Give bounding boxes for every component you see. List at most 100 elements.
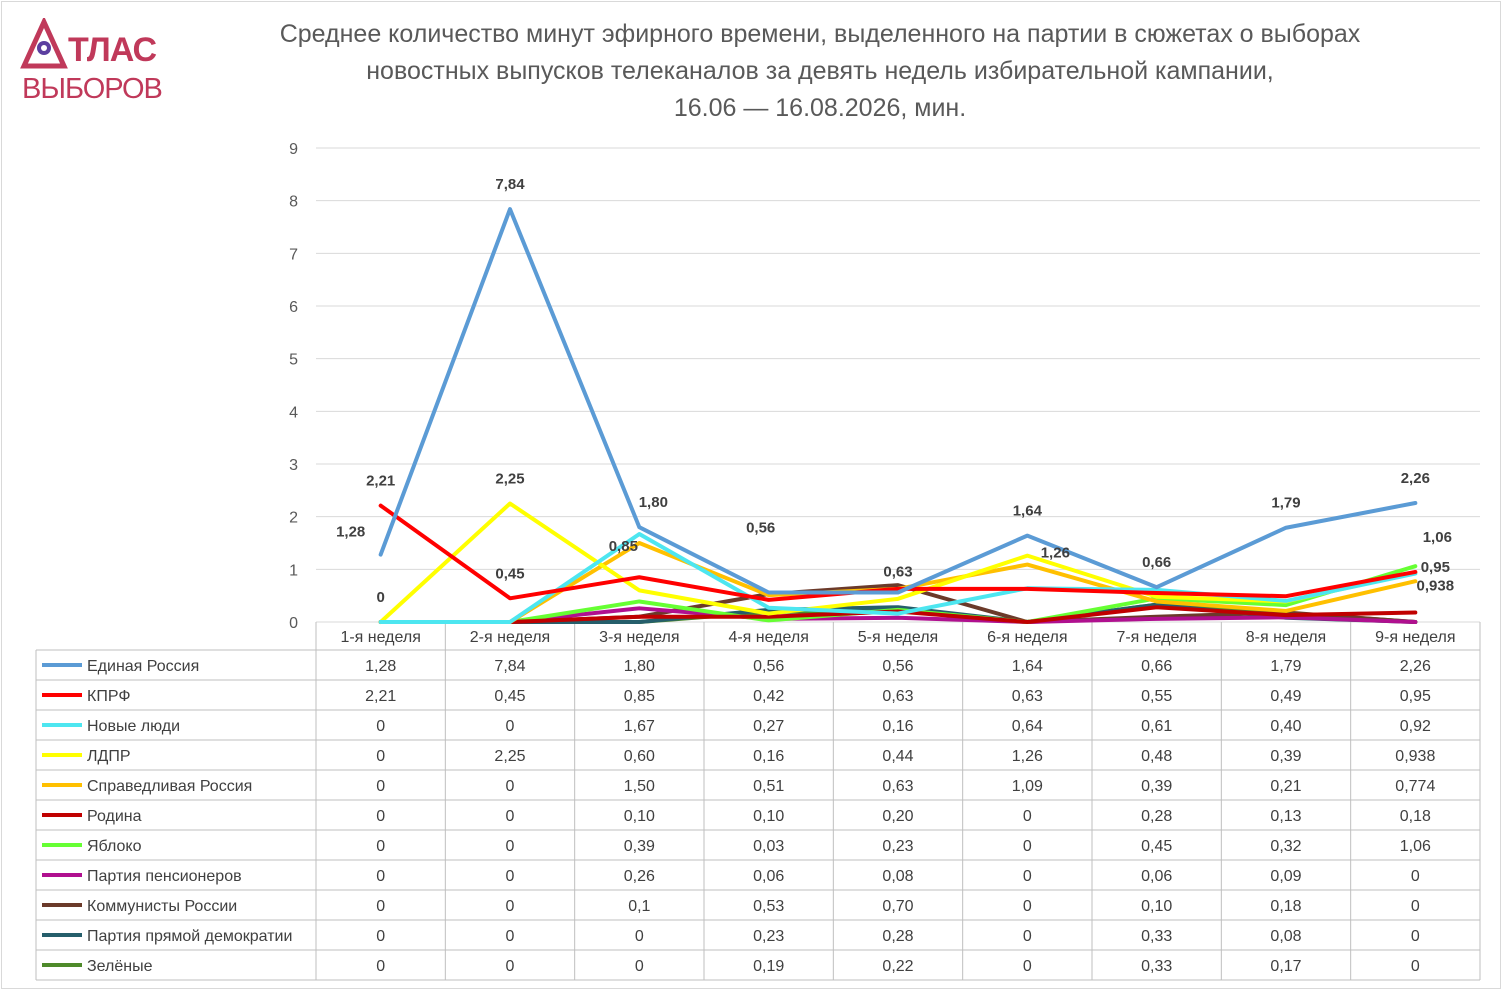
table-cell-value: 0 (376, 718, 385, 735)
table-cell-value: 0 (376, 898, 385, 915)
y-tick-label: 0 (289, 615, 298, 632)
table-cell-value: 7,84 (494, 658, 525, 675)
table-cell-value: 0,63 (1012, 688, 1043, 705)
legend-entry: Справедливая Россия (87, 778, 252, 795)
table-cell-value: 0,03 (753, 838, 784, 855)
table-cell-value: 0,63 (882, 778, 913, 795)
table-cell-value: 0,21 (1270, 778, 1301, 795)
table-cell-value: 0 (1023, 928, 1032, 945)
table-cell-value: 0,39 (1141, 778, 1172, 795)
chart-title-line-1: Среднее количество минут эфирного времен… (279, 20, 1361, 48)
x-tick-label: 2-я неделя (470, 629, 550, 646)
x-tick-label: 1-я неделя (340, 629, 420, 646)
table-cell-value: 0 (635, 928, 644, 945)
y-tick-label: 9 (289, 141, 298, 158)
legend-entry: Новые люди (87, 718, 180, 735)
table-cell-value: 0,23 (753, 928, 784, 945)
table-cell-value: 0,55 (1141, 688, 1172, 705)
x-tick-label: 3-я неделя (599, 629, 679, 646)
chart-title-line-2: новостных выпусков телеканалов за девять… (366, 57, 1274, 85)
table-cell-value: 0 (506, 808, 515, 825)
y-tick-label: 4 (289, 404, 298, 421)
series-line (378, 503, 1418, 602)
table-cell-value: 0,70 (882, 898, 913, 915)
table-cell-value: 0 (1023, 838, 1032, 855)
table-cell-value: 0,60 (624, 748, 655, 765)
legend-entry: Яблоко (87, 838, 142, 855)
data-label: 0,45 (495, 565, 524, 582)
table-cell-value: 0,33 (1141, 928, 1172, 945)
table-cell-value: 1,64 (1012, 658, 1043, 675)
x-tick-label: 6-я неделя (987, 629, 1067, 646)
table-cell-value: 0,39 (624, 838, 655, 855)
data-label: 0,938 (1417, 578, 1455, 595)
table-cell-value: 0,09 (1270, 868, 1301, 885)
table-cell-value: 0,10 (624, 808, 655, 825)
table-cell-value: 0,27 (753, 718, 784, 735)
table-cell-value: 0 (376, 808, 385, 825)
data-label: 1,26 (1041, 545, 1070, 562)
chart-title-line-3: 16.06 — 16.08.2026, мин. (673, 94, 967, 122)
table-cell-value: 0 (376, 958, 385, 975)
table-cell-value: 0 (635, 958, 644, 975)
y-tick-label: 1 (289, 562, 298, 579)
table-cell-value: 0 (376, 838, 385, 855)
data-label: 2,25 (495, 471, 524, 488)
table-cell-value: 0,18 (1400, 808, 1431, 825)
data-label: 1,80 (639, 494, 668, 511)
table-cell-value: 0,16 (753, 748, 784, 765)
table-cell-value: 0 (506, 958, 515, 975)
legend-entry: Коммунисты России (87, 898, 237, 915)
table-cell-value: 0,16 (882, 718, 913, 735)
table-cell-value: 0,51 (753, 778, 784, 795)
logo-triangle-mark (20, 18, 68, 69)
table-cell-value: 0 (376, 868, 385, 885)
table-cell-value: 1,28 (365, 658, 396, 675)
table-cell-value: 0,19 (753, 958, 784, 975)
table-cell-value: 0,32 (1270, 838, 1301, 855)
table-cell-value: 0 (1023, 808, 1032, 825)
table-cell-value: 0,53 (753, 898, 784, 915)
table-cell-value: 0,26 (624, 868, 655, 885)
table-cell-value: 0,06 (753, 868, 784, 885)
table-cell-value: 0,64 (1012, 718, 1043, 735)
table-cell-value: 1,50 (624, 778, 655, 795)
data-label: 0 (376, 589, 384, 606)
table-cell-value: 0,42 (753, 688, 784, 705)
table-cell-value: 0 (506, 898, 515, 915)
table-cell-value: 0,40 (1270, 718, 1301, 735)
series-line (378, 207, 1418, 595)
data-label: 0,95 (1421, 559, 1450, 576)
table-cell-value: 0,06 (1141, 868, 1172, 885)
table-cell-value: 0,61 (1141, 718, 1172, 735)
data-label: 1,64 (1013, 503, 1043, 520)
table-cell-value: 0,45 (494, 688, 525, 705)
table-cell-value: 0,56 (753, 658, 784, 675)
table-cell-value: 2,21 (365, 688, 396, 705)
series-line (378, 605, 1418, 624)
y-tick-label: 2 (289, 510, 298, 527)
table-cell-value: 0,85 (624, 688, 655, 705)
legend-entry: Партия прямой демократии (87, 928, 292, 945)
table-cell-value: 0,13 (1270, 808, 1301, 825)
table-cell-value: 0,45 (1141, 838, 1172, 855)
data-label: 1,79 (1271, 495, 1300, 512)
table-cell-value: 0 (1411, 898, 1420, 915)
table-cell-value: 0 (506, 718, 515, 735)
table-cell-value: 0,17 (1270, 958, 1301, 975)
x-tick-label: 9-я неделя (1375, 629, 1455, 646)
table-cell-value: 1,79 (1270, 658, 1301, 675)
table-cell-value: 1,67 (624, 718, 655, 735)
y-tick-label: 6 (289, 299, 298, 316)
legend-entry: Зелёные (87, 958, 153, 975)
x-tick-label: 8-я неделя (1246, 629, 1326, 646)
table-cell-value: 1,06 (1400, 838, 1431, 855)
table-cell-value: 0 (506, 868, 515, 885)
table-cell-value: 0,39 (1270, 748, 1301, 765)
table-cell-value: 0,44 (882, 748, 913, 765)
legend-entry: Родина (87, 808, 142, 825)
data-label: 0,85 (609, 538, 638, 555)
legend-entry: Партия пенсионеров (87, 868, 242, 885)
